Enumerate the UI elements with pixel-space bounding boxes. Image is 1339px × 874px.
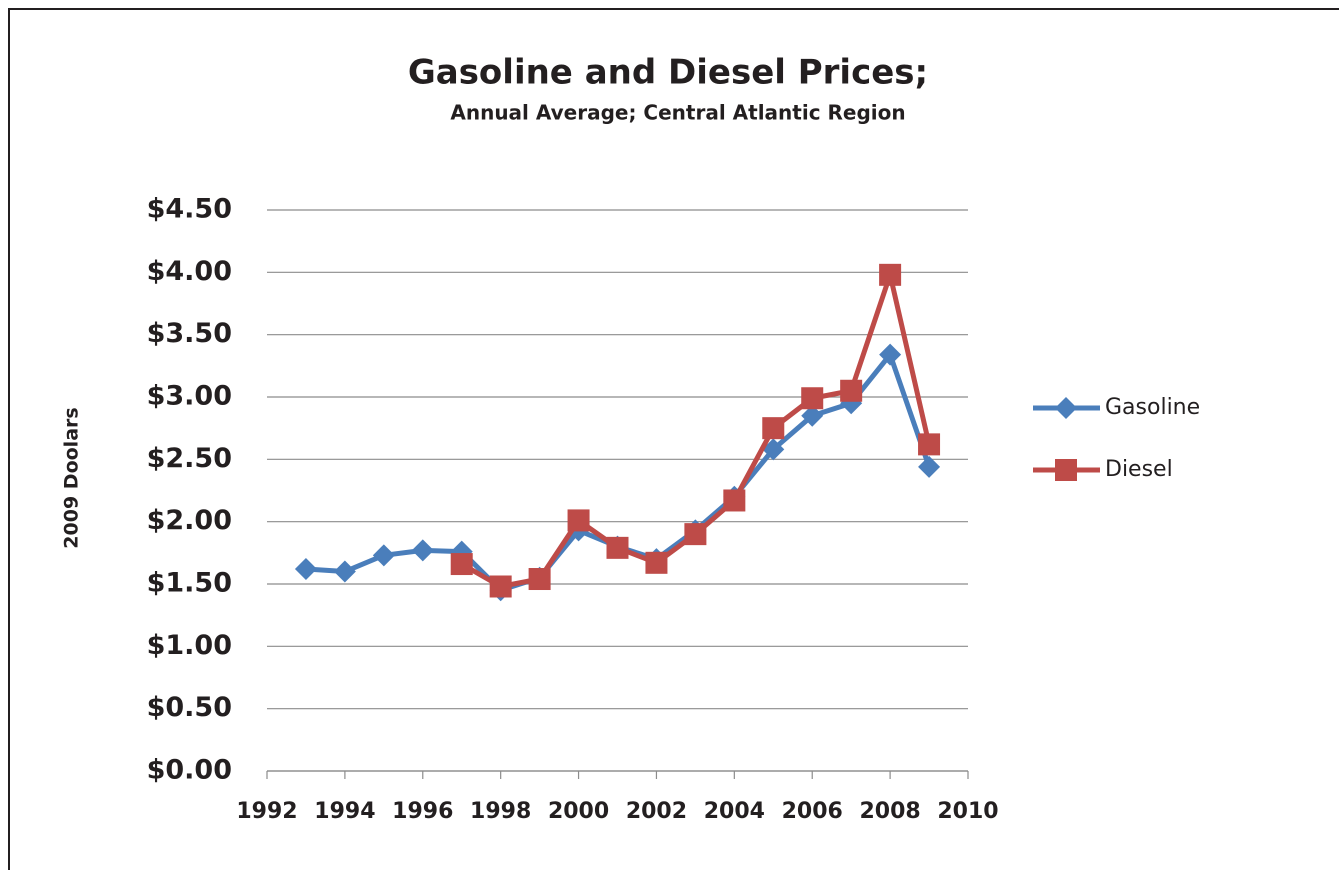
x-tick-label: 2000	[548, 799, 609, 824]
x-tick-label: 1998	[470, 799, 531, 824]
data-point	[333, 560, 356, 583]
x-tick-label: 2010	[937, 799, 998, 824]
legend-label: Gasoline	[1105, 395, 1200, 420]
data-point	[723, 489, 746, 512]
y-tick-label: $1.00	[147, 630, 232, 661]
x-tick-label: 2006	[782, 799, 843, 824]
x-tick-label: 2004	[704, 799, 765, 824]
data-point	[489, 575, 512, 598]
legend-label: Diesel	[1105, 457, 1173, 482]
data-point	[567, 509, 590, 532]
data-point	[879, 343, 902, 366]
data-point	[411, 539, 434, 562]
legend-marker	[1055, 459, 1077, 481]
data-point	[528, 568, 551, 591]
y-tick-label: $0.00	[147, 755, 232, 786]
y-tick-label: $4.50	[147, 194, 232, 225]
data-point	[801, 387, 824, 410]
y-tick-label: $2.50	[147, 443, 232, 474]
data-point	[840, 379, 863, 402]
data-point	[879, 263, 902, 286]
data-point	[762, 438, 785, 461]
y-axis-label: 2009 Doolars	[61, 407, 83, 548]
chart-subtitle: Annual Average; Central Atlantic Region	[450, 101, 905, 125]
data-point	[918, 455, 941, 478]
data-point	[918, 433, 941, 456]
data-point	[684, 523, 707, 546]
y-tick-label: $0.50	[147, 692, 232, 723]
data-point	[294, 558, 317, 581]
y-tick-label: $2.00	[147, 505, 232, 536]
y-tick-label: $1.50	[147, 568, 232, 599]
frame	[8, 8, 1339, 870]
y-tick-label: $4.00	[147, 256, 232, 287]
x-tick-label: 2002	[626, 799, 687, 824]
data-point	[801, 404, 824, 427]
data-point	[606, 536, 629, 559]
x-tick-label: 1992	[236, 799, 297, 824]
chart-title: Gasoline and Diesel Prices;	[408, 53, 928, 93]
data-point	[372, 544, 395, 567]
x-tick-label: 2008	[859, 799, 920, 824]
y-tick-label: $3.00	[147, 381, 232, 412]
data-point	[450, 553, 473, 576]
x-tick-label: 1996	[392, 799, 453, 824]
x-tick-label: 1994	[314, 799, 375, 824]
data-point	[645, 551, 668, 574]
legend-marker	[1055, 397, 1077, 419]
y-tick-label: $3.50	[147, 318, 232, 349]
data-point	[762, 417, 785, 440]
